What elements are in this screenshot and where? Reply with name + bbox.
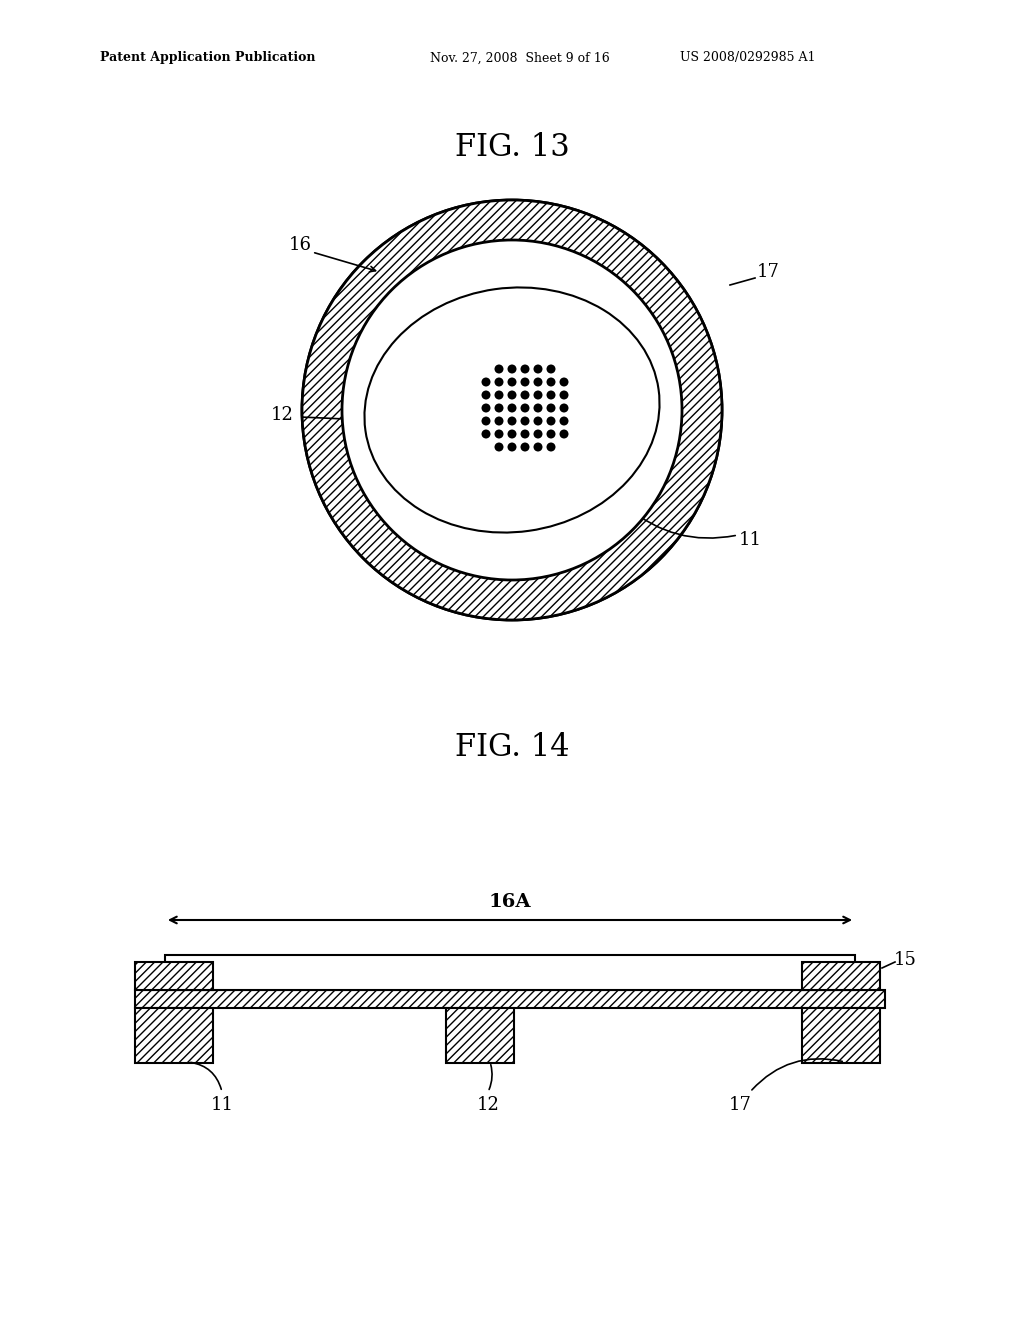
- Text: FIG. 13: FIG. 13: [455, 132, 569, 164]
- Ellipse shape: [365, 288, 659, 532]
- Circle shape: [302, 201, 722, 620]
- Circle shape: [547, 404, 555, 412]
- Text: Patent Application Publication: Patent Application Publication: [100, 51, 315, 65]
- Circle shape: [534, 364, 543, 374]
- Circle shape: [559, 429, 568, 438]
- Circle shape: [508, 378, 516, 387]
- Circle shape: [495, 417, 504, 425]
- Circle shape: [508, 391, 516, 400]
- Text: Nov. 27, 2008  Sheet 9 of 16: Nov. 27, 2008 Sheet 9 of 16: [430, 51, 609, 65]
- Circle shape: [559, 404, 568, 412]
- Bar: [135, 990, 885, 1008]
- Circle shape: [481, 391, 490, 400]
- Circle shape: [547, 429, 555, 438]
- Bar: [802, 962, 880, 990]
- Bar: [165, 954, 855, 990]
- Text: 17: 17: [728, 1096, 752, 1114]
- Text: 11: 11: [738, 531, 762, 549]
- Text: 12: 12: [476, 1096, 500, 1114]
- Circle shape: [534, 378, 543, 387]
- Circle shape: [520, 378, 529, 387]
- Circle shape: [481, 404, 490, 412]
- Circle shape: [508, 429, 516, 438]
- Text: 12: 12: [270, 407, 294, 424]
- Circle shape: [534, 429, 543, 438]
- Circle shape: [547, 417, 555, 425]
- Text: 17: 17: [757, 263, 779, 281]
- Circle shape: [559, 417, 568, 425]
- Circle shape: [534, 404, 543, 412]
- Circle shape: [520, 364, 529, 374]
- Bar: [135, 962, 213, 990]
- Text: 15: 15: [894, 950, 916, 969]
- Circle shape: [495, 391, 504, 400]
- Circle shape: [534, 391, 543, 400]
- Circle shape: [508, 404, 516, 412]
- Circle shape: [534, 442, 543, 451]
- Circle shape: [547, 378, 555, 387]
- Circle shape: [481, 417, 490, 425]
- Circle shape: [495, 404, 504, 412]
- Circle shape: [508, 417, 516, 425]
- Circle shape: [520, 429, 529, 438]
- Circle shape: [508, 442, 516, 451]
- Circle shape: [495, 442, 504, 451]
- Bar: [135, 1008, 213, 1063]
- Circle shape: [481, 378, 490, 387]
- Circle shape: [520, 391, 529, 400]
- Circle shape: [302, 201, 722, 620]
- Circle shape: [547, 391, 555, 400]
- Circle shape: [520, 404, 529, 412]
- Text: 16: 16: [289, 236, 311, 253]
- Circle shape: [495, 378, 504, 387]
- Circle shape: [481, 429, 490, 438]
- Circle shape: [520, 442, 529, 451]
- Circle shape: [495, 429, 504, 438]
- Circle shape: [547, 442, 555, 451]
- Text: FIG. 14: FIG. 14: [455, 733, 569, 763]
- Bar: [802, 1008, 880, 1063]
- Text: 16A: 16A: [488, 894, 531, 911]
- Circle shape: [534, 417, 543, 425]
- Circle shape: [342, 240, 682, 579]
- Circle shape: [547, 364, 555, 374]
- Circle shape: [559, 378, 568, 387]
- Circle shape: [520, 417, 529, 425]
- Bar: [446, 1008, 514, 1063]
- Text: US 2008/0292985 A1: US 2008/0292985 A1: [680, 51, 815, 65]
- Text: 11: 11: [211, 1096, 233, 1114]
- Circle shape: [495, 364, 504, 374]
- Circle shape: [559, 391, 568, 400]
- Circle shape: [508, 364, 516, 374]
